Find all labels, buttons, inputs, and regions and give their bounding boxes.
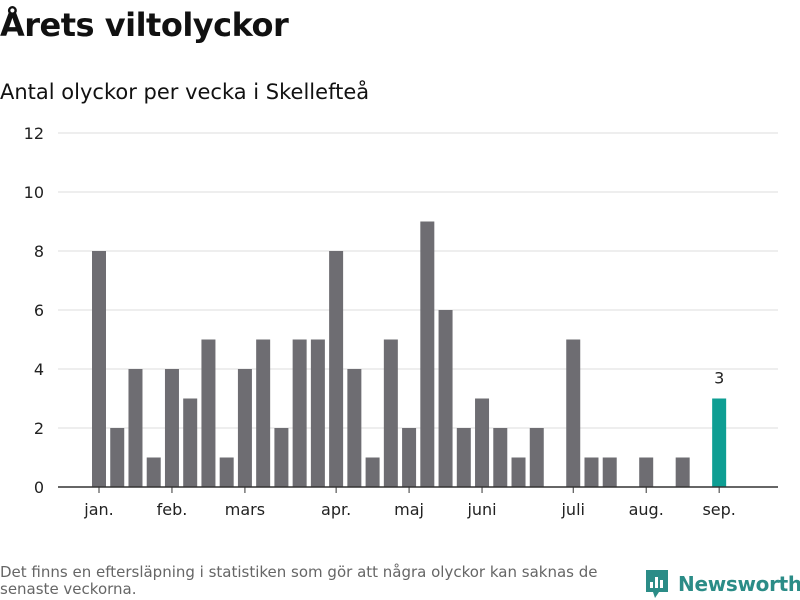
bars: [58, 221, 778, 488]
chart-title: Årets viltolyckor: [0, 6, 289, 44]
bar: [329, 251, 344, 487]
bar: [146, 457, 161, 487]
x-tick-label: feb.: [157, 500, 188, 519]
bar: [584, 457, 599, 487]
bar: [347, 369, 362, 487]
bar: [310, 339, 325, 487]
y-axis-ticks: 0 2 4 6 8 10 12: [24, 124, 44, 497]
brand-name: Newsworthy: [678, 572, 800, 596]
bar: [237, 369, 252, 487]
x-tick-label: apr.: [321, 500, 351, 519]
data-labels: 3: [714, 369, 724, 388]
bar: [566, 339, 581, 487]
brand[interactable]: Newsworthy: [644, 568, 800, 600]
bar: [420, 221, 435, 487]
bar: [493, 428, 508, 487]
bar: [183, 398, 198, 487]
bar: [292, 339, 307, 487]
bar: [602, 457, 617, 487]
y-tick-label: 10: [24, 183, 44, 202]
bar: [110, 428, 125, 487]
y-tick-label: 6: [34, 301, 44, 320]
bar: [402, 428, 417, 487]
highlight-data-label: 3: [714, 369, 724, 388]
bar: [164, 369, 179, 487]
chart-subtitle: Antal olyckor per vecka i Skellefteå: [0, 80, 370, 104]
bar: [438, 310, 453, 487]
y-tick-label: 12: [24, 124, 44, 143]
bar: [201, 339, 216, 487]
y-tick-label: 2: [34, 419, 44, 438]
weekly-bar-chart: 0 2 4 6 8 10 12 jan. feb. mars apr. maj juni juli aug…: [24, 124, 778, 519]
footnote: Det finns en eftersläpning i statistiken…: [0, 563, 598, 598]
bar: [639, 457, 654, 487]
bar: [712, 398, 727, 487]
y-tick-label: 0: [34, 478, 44, 497]
y-tick-label: 4: [34, 360, 44, 379]
x-tick-label: juli: [560, 500, 584, 519]
x-tick-label: aug.: [629, 500, 664, 519]
x-tick-label: sep.: [702, 500, 735, 519]
x-tick-label: jan.: [83, 500, 113, 519]
bar: [383, 339, 398, 487]
bar: [128, 369, 143, 487]
bar: [256, 339, 271, 487]
bar: [675, 457, 690, 487]
bar: [456, 428, 471, 487]
bar: [92, 251, 106, 487]
newsworthy-logo-icon: [646, 570, 668, 598]
bar: [475, 398, 490, 487]
bar: [511, 457, 526, 487]
bar: [365, 457, 380, 487]
x-axis-ticks: jan. feb. mars apr. maj juni juli aug. sep.: [83, 487, 736, 519]
x-tick-label: maj: [394, 500, 424, 519]
bar: [219, 457, 234, 487]
y-tick-label: 8: [34, 242, 44, 261]
x-tick-label: mars: [225, 500, 265, 519]
x-tick-label: juni: [466, 500, 496, 519]
bar: [274, 428, 289, 487]
bar: [529, 428, 544, 487]
